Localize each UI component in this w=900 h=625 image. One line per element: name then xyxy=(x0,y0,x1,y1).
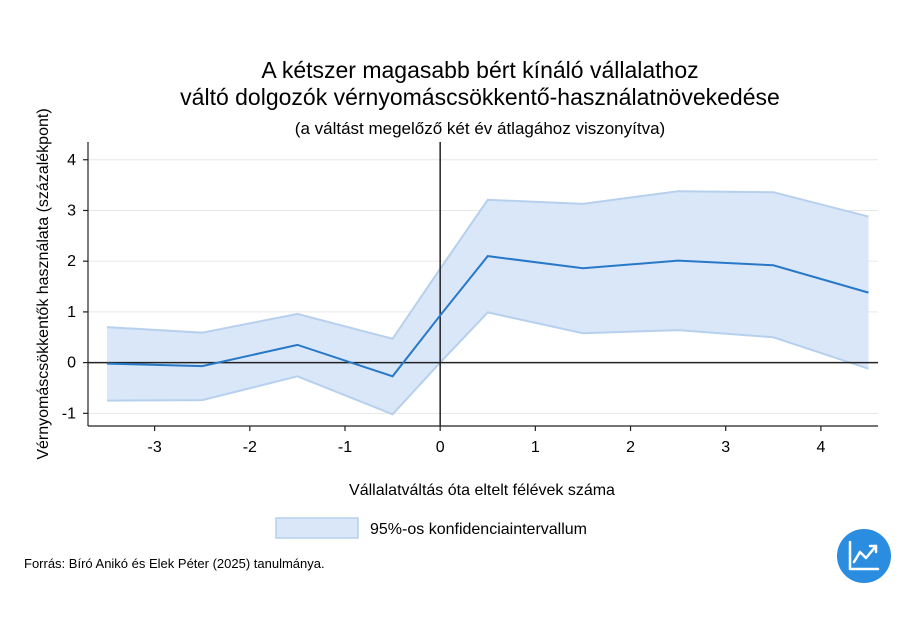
chart-title-line-2: váltó dolgozók vérnyomáscsökkentő-haszná… xyxy=(180,84,780,110)
series-lines xyxy=(107,255,869,378)
axes xyxy=(83,142,878,431)
x-tick-label: -3 xyxy=(148,439,162,456)
x-tick-label: 0 xyxy=(436,439,445,456)
x-tick-label: 3 xyxy=(721,439,730,456)
y-tick-label: 1 xyxy=(67,304,76,321)
y-tick-label: 0 xyxy=(67,355,76,372)
y-tick-labels: -1 0 1 2 3 4 xyxy=(62,152,76,423)
confidence-band-upper xyxy=(106,190,869,340)
confidence-band-lower xyxy=(107,311,869,416)
chart-title-line-1: A kétszer magasabb bért kínáló vállalath… xyxy=(261,57,698,83)
y-axis-label: Vérnyomáscsökkentők használata (százalék… xyxy=(35,108,52,459)
confidence-band-area xyxy=(107,191,869,415)
source-note: Forrás: Bíró Anikó és Elek Péter (2025) … xyxy=(24,556,325,571)
y-tick-label: -1 xyxy=(62,405,76,422)
x-tick-label: 2 xyxy=(626,439,635,456)
trend-chart-icon xyxy=(837,529,891,583)
x-tick-label: -2 xyxy=(243,439,257,456)
legend: 95%-os konfidenciaintervallum xyxy=(275,517,587,539)
legend-label: 95%-os konfidenciaintervallum xyxy=(370,521,587,538)
x-axis-label: Vállalatváltás óta eltelt félévek száma xyxy=(349,482,615,499)
confidence-band-group xyxy=(106,190,869,416)
y-tick-label: 2 xyxy=(67,253,76,270)
x-tick-label: 4 xyxy=(816,439,825,456)
y-tick-label: 4 xyxy=(67,152,76,169)
series-line xyxy=(107,255,869,378)
x-tick-label: -1 xyxy=(338,439,352,456)
y-tick-label: 3 xyxy=(67,202,76,219)
x-tick-labels: -3 -2 -1 0 1 2 3 4 xyxy=(148,439,826,456)
chart-subtitle: (a váltást megelőző két év átlagához vis… xyxy=(295,119,665,138)
legend-swatch xyxy=(275,517,359,539)
x-tick-label: 1 xyxy=(531,439,540,456)
